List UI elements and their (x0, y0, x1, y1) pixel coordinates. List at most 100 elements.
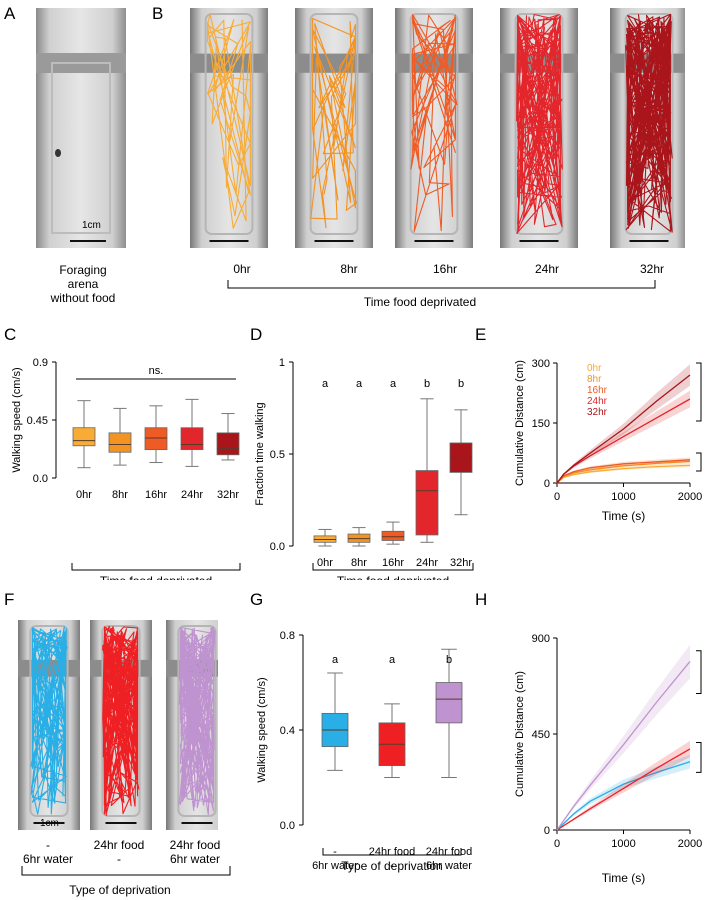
x-axis-label: Type of deprivation (341, 859, 442, 873)
trajectory-path (410, 13, 458, 232)
y-tick-label: 1 (279, 357, 285, 369)
arena-photo-0hr (190, 8, 268, 248)
panel-letter-f: F (4, 590, 15, 609)
legend-entry: 0hr (587, 363, 602, 374)
confidence-band (557, 740, 690, 830)
y-tick-label: 0.0 (280, 820, 295, 832)
x-tick-label: 1000 (611, 491, 635, 503)
trajectory-photos (190, 8, 685, 248)
box (435, 682, 463, 724)
panel-letter-e: E (475, 325, 487, 344)
x-axis-label: Time (s) (602, 871, 646, 885)
series-line (556, 464, 691, 484)
box (381, 530, 405, 541)
trajectory-path (101, 625, 140, 817)
y-tick-label: 0.45 (27, 415, 48, 427)
deprivation-photo-3 (166, 620, 218, 830)
arena-caption-line-3: without food (50, 291, 116, 305)
panel-letter-b: B (152, 4, 164, 23)
condition-label-2: 24hr food - (86, 838, 152, 866)
arena-photo-empty (36, 8, 126, 248)
box (415, 470, 439, 536)
time-label-8hr: 8hr (340, 262, 358, 276)
arena-caption-line-1: Foraging (59, 263, 107, 277)
box (144, 427, 168, 451)
ns-annotation: ns. (149, 365, 164, 377)
condition-2-food: 24hr food (93, 838, 145, 852)
chart-d-fraction-walking: 0.0 0.5 1 Fraction time walking 0hr a 8hr a 16hr… (254, 357, 474, 580)
y-tick-label: 0.8 (280, 630, 295, 642)
condition-3-water: 6hr water (169, 852, 221, 866)
time-label-24hr: 24hr (534, 262, 560, 276)
significance-letter: a (389, 654, 396, 666)
bracket-label-f: Type of deprivation (69, 883, 171, 897)
y-tick-label: 0 (544, 478, 550, 490)
y-axis-label: Walking speed (cm/s) (256, 677, 268, 782)
series-line (556, 374, 691, 484)
scale-bar-label-a: 1cm (82, 220, 101, 231)
confidence-band (557, 459, 690, 483)
x-tick-label: 0 (554, 838, 560, 850)
y-axis-label: Cumulative Distance (cm) (514, 671, 526, 797)
condition-1-food: - (46, 838, 50, 852)
series-line (556, 761, 691, 831)
condition-2-water: - (117, 852, 121, 866)
panel-letter-c: C (4, 325, 17, 344)
category-label: 16hr (145, 489, 167, 501)
box (72, 427, 96, 447)
y-tick-label: 0.5 (270, 449, 285, 461)
arena-wall (29, 625, 69, 817)
chart-g-walking-speed: 0.0 0.4 0.8 Walking speed (cm/s) - 6hr water a… (256, 630, 472, 873)
panel-letter-d: D (250, 325, 263, 344)
arena-photo-32hr (610, 8, 685, 248)
panel-letter-a: A (4, 4, 16, 23)
legend-entry: 8hr (587, 374, 602, 385)
arena-wall (514, 13, 564, 235)
category-label: 8hr (112, 489, 128, 501)
category-label: - (333, 846, 337, 858)
time-label-16hr: 16hr (432, 262, 458, 276)
y-tick-label: 300 (532, 358, 550, 370)
significance-letter: a (356, 378, 363, 390)
arena-caption: Foraging arena without food (42, 263, 124, 305)
x-tick-label: 1000 (611, 838, 635, 850)
legend-entry: 32hr (587, 407, 608, 418)
series-line (556, 748, 691, 831)
condition-3-food: 24hr food (169, 838, 221, 852)
panel-letter-h: H (475, 590, 488, 609)
confidence-band (557, 644, 690, 830)
chart-h-cumulative-distance: 0 450 900 0 1000 2000 Time (s) Cumulative Dista… (514, 633, 702, 885)
y-tick-label: 0.4 (280, 725, 295, 737)
significance-letter: b (458, 378, 464, 390)
significance-letter: a (390, 378, 397, 390)
trajectory-path (178, 626, 216, 816)
arena-wall (624, 13, 674, 235)
category-label: 0hr (76, 489, 92, 501)
category-label: 24hr food (369, 846, 415, 858)
x-tick-label: 2000 (678, 838, 702, 850)
y-axis-label: Cumulative Distance (cm) (514, 360, 526, 486)
y-axis-label: Fraction time walking (254, 402, 266, 505)
time-label-0hr: 0hr (233, 262, 251, 276)
confidence-band (557, 754, 690, 830)
confidence-band (557, 457, 690, 483)
chart-c-walking-speed: 0.0 0.45 0.9 Walking speed (cm/s) 0hr 8hr 16hr… (11, 357, 241, 580)
trajectory-path (516, 13, 563, 234)
box (216, 432, 240, 456)
series-line (556, 459, 691, 484)
significance-letter: a (322, 378, 329, 390)
condition-label-3: 24hr food 6hr water (160, 838, 230, 866)
category-label: 32hr (217, 489, 239, 501)
category-label: 6hr water (426, 860, 472, 872)
time-label-32hr: 32hr (639, 262, 665, 276)
y-tick-label: 0.9 (33, 357, 48, 369)
category-label: 16hr (382, 557, 404, 569)
trajectory-path (206, 13, 251, 229)
trajectory-path (625, 13, 673, 233)
deprivation-photos (18, 620, 218, 830)
x-axis-label: Time food deprivated (100, 574, 212, 580)
deprivation-photo-1 (18, 620, 80, 830)
y-tick-label: 0 (544, 825, 550, 837)
category-label: 6hr water (312, 860, 358, 872)
arena-wall (409, 13, 459, 235)
